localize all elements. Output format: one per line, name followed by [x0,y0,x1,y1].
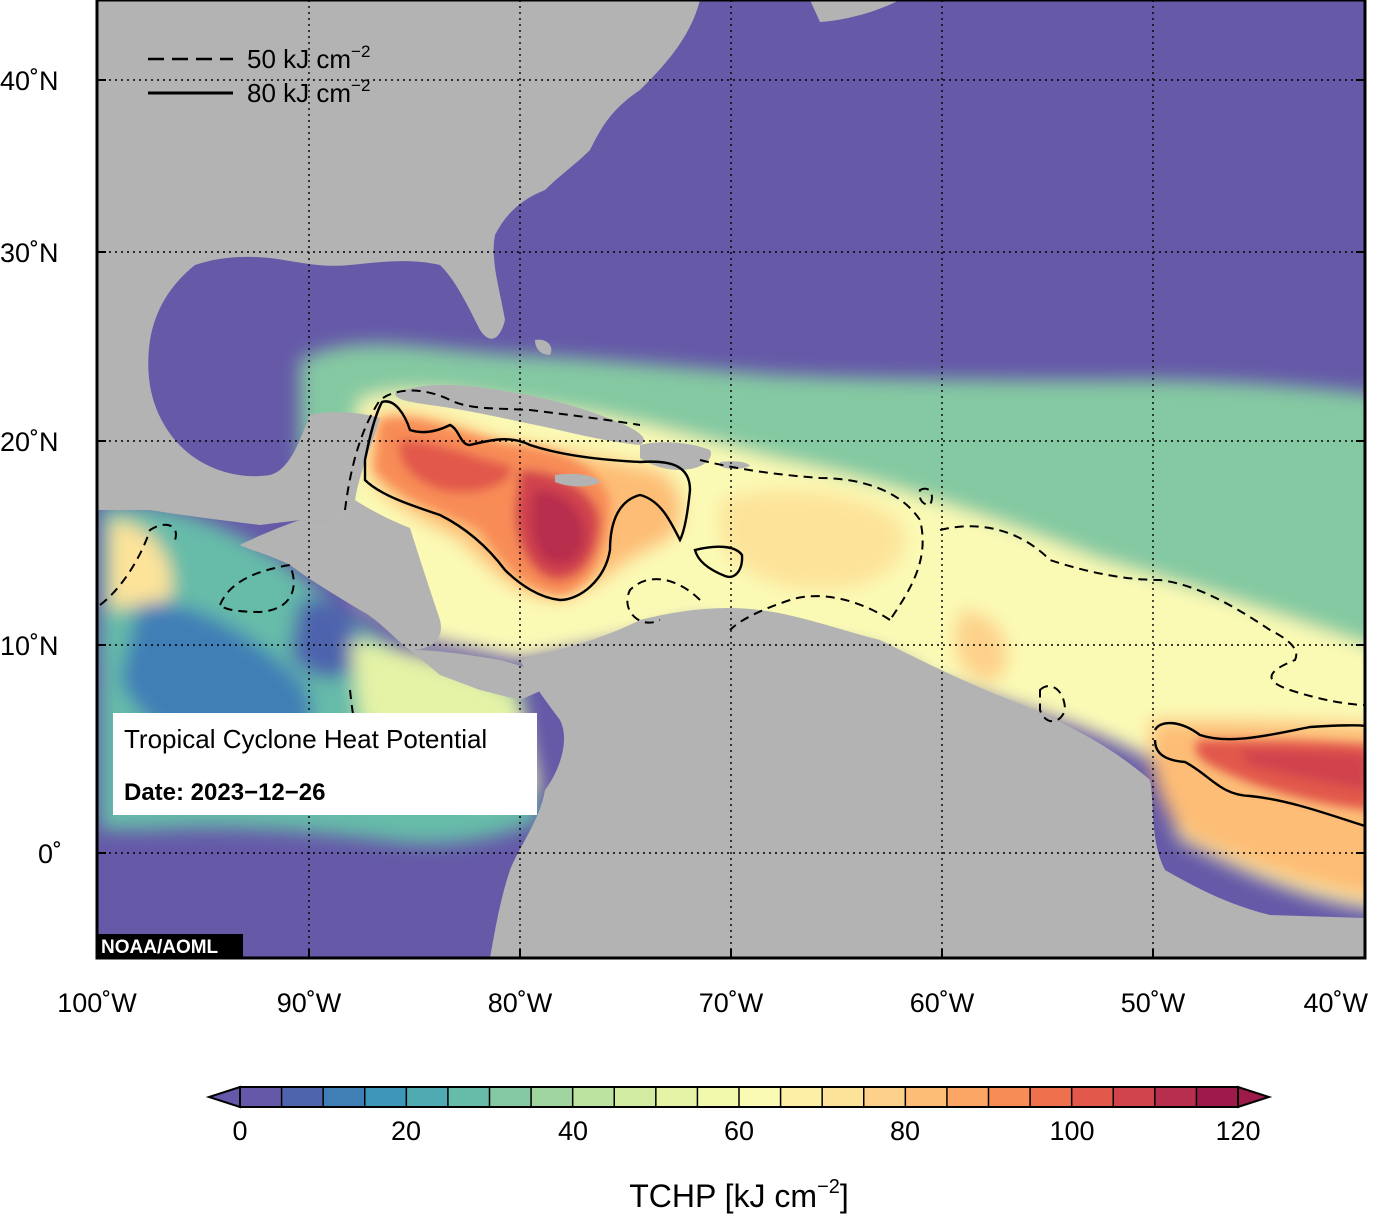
colorbar: 0 20 40 60 80 100 120 TCHP [kJ cm−2] [205,1085,1273,1214]
colorbar-cell [614,1087,657,1107]
colorbar-cell [1154,1087,1198,1107]
colorbar-cell [1196,1087,1239,1107]
colorbar-tick-label: 0 [232,1116,247,1146]
colorbar-min-arrow [205,1085,241,1109]
lon-label: 90˚W [277,988,342,1018]
map-panel: 50 kJ cm−2 80 kJ cm−2 Tropical Cyclone H… [97,0,1365,958]
colorbar-cell [863,1087,906,1107]
colorbar-cells [240,1087,1239,1107]
colorbar-cell [531,1087,574,1107]
lat-label: 20˚N [0,427,59,457]
lon-label: 100˚W [57,988,137,1018]
colorbar-cell [281,1087,324,1107]
colorbar-cell [406,1087,449,1107]
colorbar-cell [697,1087,740,1107]
colorbar-cell [489,1087,532,1107]
colorbar-max-arrow [1237,1085,1273,1109]
colorbar-cell [364,1087,407,1107]
credit-text: NOAA/AOML [101,937,219,958]
lat-label: 40˚N [0,66,59,96]
colorbar-cell [822,1087,865,1107]
lon-label: 40˚W [1303,988,1368,1018]
colorbar-cell [447,1087,491,1107]
lon-label: 50˚W [1121,988,1186,1018]
colorbar-cell [655,1087,699,1107]
frame-ticks [97,79,1365,958]
lat-labels: 40˚N 30˚N 20˚N 10˚N 0˚ [0,66,62,869]
colorbar-tick-label: 40 [558,1116,588,1146]
colorbar-tick-label: 60 [724,1116,754,1146]
colorbar-cell [323,1087,366,1107]
colorbar-tick-label: 120 [1215,1116,1260,1146]
colorbar-tick-label: 20 [391,1116,421,1146]
colorbar-cell [1071,1087,1114,1107]
colorbar-title: TCHP [kJ cm−2] [629,1176,849,1214]
info-title: Tropical Cyclone Heat Potential [124,724,487,754]
contour-legend: 50 kJ cm−2 80 kJ cm−2 [148,42,370,108]
colorbar-ticks [280,1087,1198,1107]
colorbar-tick-label: 100 [1049,1116,1094,1146]
colorbar-cell [780,1087,823,1107]
lon-labels: 100˚W 90˚W 80˚W 70˚W 60˚W 50˚W 40˚W [57,988,1368,1018]
lon-label: 80˚W [488,988,553,1018]
colorbar-cell [739,1087,782,1107]
lon-label: 70˚W [699,988,764,1018]
contour-50 [99,389,1365,801]
contour-80 [363,400,1365,828]
colorbar-cell [1030,1087,1073,1107]
lat-label: 10˚N [0,631,59,661]
credit-badge: NOAA/AOML [97,934,243,958]
colorbar-tick-label: 80 [890,1116,920,1146]
info-box: Tropical Cyclone Heat Potential Date: 20… [113,713,537,815]
land [97,0,1365,958]
lon-label: 60˚W [910,988,975,1018]
legend-dashed-label: 50 kJ cm−2 [247,42,370,74]
lat-label: 30˚N [0,238,59,268]
tchp-core [375,417,1365,810]
info-date: Date: 2023−12−26 [124,779,326,806]
colorbar-cell [240,1087,283,1107]
colorbar-cell [1113,1087,1156,1107]
colorbar-cell [905,1087,948,1107]
colorbar-cell [988,1087,1031,1107]
colorbar-cell [572,1087,615,1107]
colorbar-cell [946,1087,990,1107]
lat-label: 0˚ [38,839,62,869]
colorbar-labels: 0 20 40 60 80 100 120 [232,1116,1260,1146]
legend-solid-label: 80 kJ cm−2 [247,76,370,108]
